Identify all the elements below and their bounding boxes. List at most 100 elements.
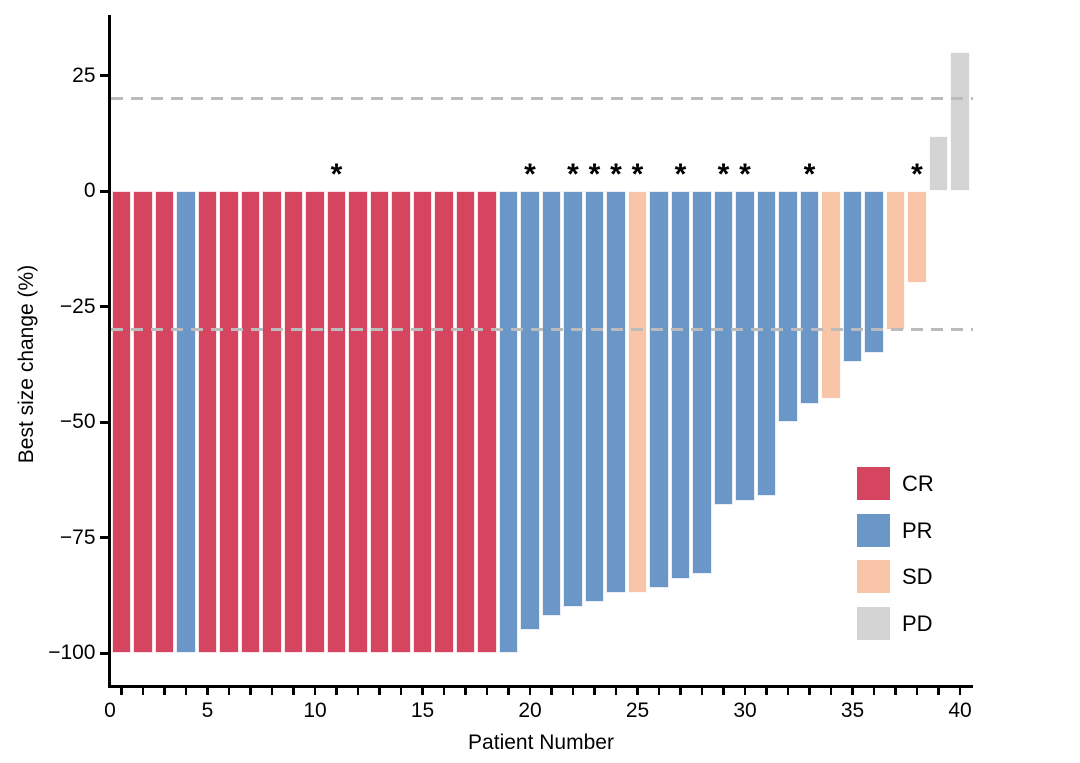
bar-patient-35 — [842, 191, 863, 362]
bar-patient-25 — [627, 191, 648, 593]
bar-patient-23 — [584, 191, 605, 603]
bar-patient-2 — [133, 191, 153, 653]
bar-patient-34 — [821, 191, 841, 399]
x-tick-29 — [722, 688, 725, 695]
x-tick-3 — [163, 688, 166, 695]
x-tick-6 — [227, 688, 231, 695]
bar-patient-28 — [692, 191, 712, 575]
asterisk-patient-30: * — [739, 158, 751, 191]
bar-patient-1 — [111, 191, 132, 653]
bar-patient-29 — [713, 191, 734, 506]
legend-swatch-sd — [857, 560, 890, 593]
bar-patient-31 — [756, 191, 777, 496]
x-tick-9 — [292, 688, 295, 695]
x-tick-25 — [636, 688, 639, 695]
x-tick-1 — [120, 688, 123, 695]
x-tick-15 — [421, 688, 424, 695]
x-tick-5 — [206, 688, 209, 695]
x-tick-8 — [270, 688, 274, 695]
bar-patient-11 — [326, 191, 347, 653]
asterisk-patient-25: * — [631, 158, 644, 191]
asterisk-patient-23: * — [588, 158, 601, 191]
x-tick-36 — [872, 688, 876, 695]
bar-patient-9 — [283, 191, 304, 653]
x-tick-10 — [313, 688, 317, 695]
x-tick-26 — [657, 688, 661, 695]
x-tick-2 — [141, 688, 145, 695]
x-tick-label-30: 30 — [733, 699, 757, 722]
bar-patient-24 — [606, 191, 626, 593]
bar-patient-5 — [197, 191, 218, 653]
asterisk-patient-22: * — [567, 158, 579, 191]
bar-patient-12 — [348, 191, 368, 653]
bar-patient-6 — [219, 191, 239, 653]
x-tick-label-25: 25 — [625, 699, 650, 722]
x-tick-label-35: 35 — [840, 699, 865, 722]
legend-label-cr: CR — [902, 471, 934, 496]
x-tick-18 — [485, 688, 489, 695]
bar-patient-37 — [885, 191, 906, 330]
y-tick-label--75: −75 — [59, 525, 96, 549]
bar-patient-18 — [477, 191, 497, 653]
bar-patient-15 — [412, 191, 433, 653]
bar-patient-7 — [240, 191, 261, 653]
bar-patient-38 — [907, 191, 927, 284]
bar-patient-30 — [735, 191, 755, 501]
y-tick-label--100: −100 — [48, 641, 96, 664]
bar-patient-3 — [154, 191, 175, 653]
bar-patient-22 — [563, 191, 583, 607]
x-tick-12 — [356, 688, 360, 695]
bar-patient-10 — [305, 191, 325, 653]
legend-swatch-pr — [857, 513, 890, 547]
x-axis-spine — [107, 685, 973, 688]
bar-patient-8 — [262, 191, 282, 653]
y-tick--50 — [99, 420, 108, 424]
y-tick--25 — [99, 305, 108, 308]
x-tick-40 — [958, 688, 962, 695]
reference-line-lower — [110, 328, 973, 332]
x-tick-14 — [399, 688, 403, 695]
bar-patient-13 — [369, 191, 390, 653]
asterisk-patient-33: * — [803, 158, 816, 191]
x-tick-37 — [894, 688, 897, 695]
y-tick-label-0: 0 — [83, 179, 96, 202]
x-tick-35 — [851, 688, 854, 695]
x-tick-label-20: 20 — [518, 699, 542, 722]
x-tick-16 — [442, 688, 446, 695]
x-tick-label-10: 10 — [303, 699, 327, 722]
y-tick-label-25: 25 — [72, 63, 96, 87]
legend-label-pr: PR — [902, 517, 933, 543]
bar-patient-40 — [950, 52, 970, 191]
x-tick-22 — [571, 688, 575, 695]
asterisk-patient-27: * — [674, 158, 687, 191]
y-tick-25 — [99, 74, 108, 77]
bar-patient-21 — [541, 191, 562, 617]
legend-label-sd: SD — [902, 564, 933, 589]
bar-patient-20 — [520, 191, 540, 630]
asterisk-patient-20: * — [524, 158, 536, 191]
x-tick-17 — [464, 688, 467, 695]
x-tick-21 — [550, 688, 553, 695]
asterisk-patient-11: * — [330, 158, 343, 191]
x-tick-28 — [700, 688, 704, 695]
legend-swatch-pd — [857, 606, 890, 640]
bar-patient-14 — [391, 191, 411, 653]
bar-patient-39 — [928, 135, 949, 191]
bar-patient-4 — [176, 191, 196, 653]
x-axis-title: Patient Number — [468, 731, 614, 754]
x-tick-19 — [507, 688, 510, 695]
x-tick-31 — [765, 688, 768, 695]
x-tick-32 — [786, 688, 790, 695]
asterisk-patient-29: * — [717, 158, 730, 191]
y-tick--75 — [99, 536, 108, 539]
x-tick-38 — [915, 688, 919, 695]
legend-swatch-cr — [857, 467, 890, 500]
x-tick-39 — [937, 688, 940, 695]
bar-patient-16 — [434, 191, 454, 653]
x-tick-label-40: 40 — [948, 699, 972, 722]
x-tick-13 — [378, 688, 381, 695]
x-tick-label-15: 15 — [410, 699, 435, 722]
x-tick-24 — [614, 688, 618, 695]
reference-line-upper — [110, 97, 973, 101]
bar-patient-19 — [498, 191, 519, 653]
